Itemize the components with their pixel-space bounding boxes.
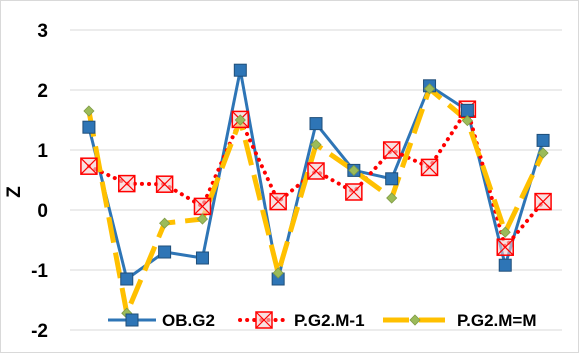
point-ob-g2-6 [309, 117, 323, 131]
y-tick-label: 1 [37, 141, 48, 162]
point-p-g2-m-1-6 [307, 162, 325, 180]
point-p-g2-m-eq-m-5 [272, 267, 284, 279]
point-ob-g2-3 [195, 251, 209, 265]
point-ob-g2-2 [158, 245, 172, 259]
legend-p-g2-m-1-marker [255, 311, 273, 329]
point-p-g2-m-eq-m-12 [537, 147, 549, 159]
point-p-g2-m-1-0 [80, 157, 98, 175]
point-p-g2-m-eq-m-11 [499, 226, 511, 238]
point-ob-g2-8 [385, 172, 399, 186]
point-p-g2-m-eq-m-0 [83, 105, 95, 117]
legend-ob-g2-marker [125, 313, 139, 327]
point-p-g2-m-eq-m-4 [234, 114, 246, 126]
point-p-g2-m-1-11 [496, 238, 514, 256]
legend-ob-g2-label: OB.G2 [162, 311, 215, 330]
y-tick-label: 0 [37, 201, 48, 222]
point-p-g2-m-eq-m-3 [196, 213, 209, 225]
point-p-g2-m-eq-m-10 [461, 115, 473, 127]
point-p-g2-m-eq-m-7 [348, 164, 360, 176]
point-p-g2-m-1-8 [382, 141, 401, 159]
point-p-g2-m-eq-m-2 [159, 217, 171, 229]
point-p-g2-m-1-7 [345, 183, 363, 201]
y-axis-title: Z [4, 186, 25, 198]
point-p-g2-m-1-1 [118, 174, 136, 193]
point-p-g2-m-eq-m-6 [310, 139, 322, 151]
point-ob-g2-10 [460, 103, 474, 117]
y-tick-label: 3 [37, 21, 48, 42]
point-p-g2-m-eq-m-9 [423, 83, 436, 95]
point-p-g2-m-1-5 [269, 192, 287, 211]
point-p-g2-m-1-12 [534, 192, 552, 211]
y-tick-label: -2 [31, 321, 48, 342]
point-p-g2-m-1-3 [193, 197, 212, 216]
point-ob-g2-4 [233, 63, 247, 77]
y-tick-label: -1 [31, 261, 48, 282]
point-ob-g2-11 [498, 258, 512, 272]
y-tick-label: 2 [37, 81, 48, 102]
legend-p-g2-m-eq-m-label: P.G2.M=M [457, 311, 537, 330]
legend-p-g2-m-1-label: P.G2.M-1 [294, 311, 365, 330]
point-p-g2-m-1-2 [155, 175, 174, 193]
point-ob-g2-12 [536, 133, 550, 147]
legend-p-g2-m-eq-m-marker [409, 314, 421, 326]
point-p-g2-m-eq-m-8 [386, 192, 398, 204]
point-p-g2-m-1-9 [420, 158, 439, 177]
point-ob-g2-1 [120, 272, 134, 286]
point-ob-g2-0 [82, 120, 96, 134]
